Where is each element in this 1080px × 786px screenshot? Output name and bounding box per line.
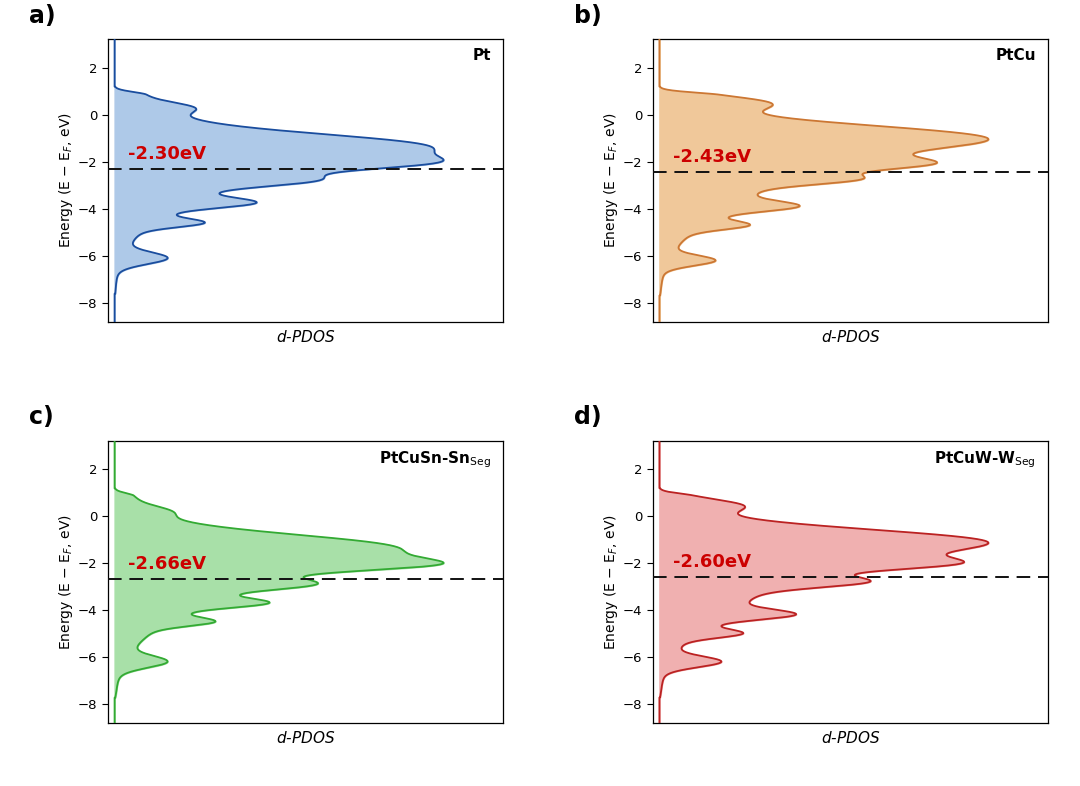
Text: -2.30eV: -2.30eV (127, 145, 205, 163)
Text: PtCuW-W$_\mathrm{Seg}$: PtCuW-W$_\mathrm{Seg}$ (934, 449, 1036, 469)
Text: -2.60eV: -2.60eV (673, 553, 751, 571)
Text: Pt: Pt (472, 48, 491, 63)
Y-axis label: Energy (E − E$_F$, eV): Energy (E − E$_F$, eV) (602, 112, 620, 248)
Text: c): c) (29, 406, 54, 429)
Text: a): a) (29, 4, 56, 28)
Text: PtCuSn-Sn$_\mathrm{Seg}$: PtCuSn-Sn$_\mathrm{Seg}$ (379, 449, 491, 469)
Text: PtCu: PtCu (996, 48, 1036, 63)
Y-axis label: Energy (E − E$_F$, eV): Energy (E − E$_F$, eV) (602, 514, 620, 650)
Text: b): b) (573, 4, 602, 28)
Text: -2.43eV: -2.43eV (673, 148, 751, 166)
X-axis label: $d$-PDOS: $d$-PDOS (275, 329, 335, 345)
Y-axis label: Energy (E − E$_F$, eV): Energy (E − E$_F$, eV) (57, 112, 76, 248)
Y-axis label: Energy (E − E$_F$, eV): Energy (E − E$_F$, eV) (57, 514, 76, 650)
X-axis label: $d$-PDOS: $d$-PDOS (275, 730, 335, 746)
X-axis label: $d$-PDOS: $d$-PDOS (821, 329, 880, 345)
X-axis label: $d$-PDOS: $d$-PDOS (821, 730, 880, 746)
Text: -2.66eV: -2.66eV (127, 555, 205, 573)
Text: d): d) (573, 406, 602, 429)
